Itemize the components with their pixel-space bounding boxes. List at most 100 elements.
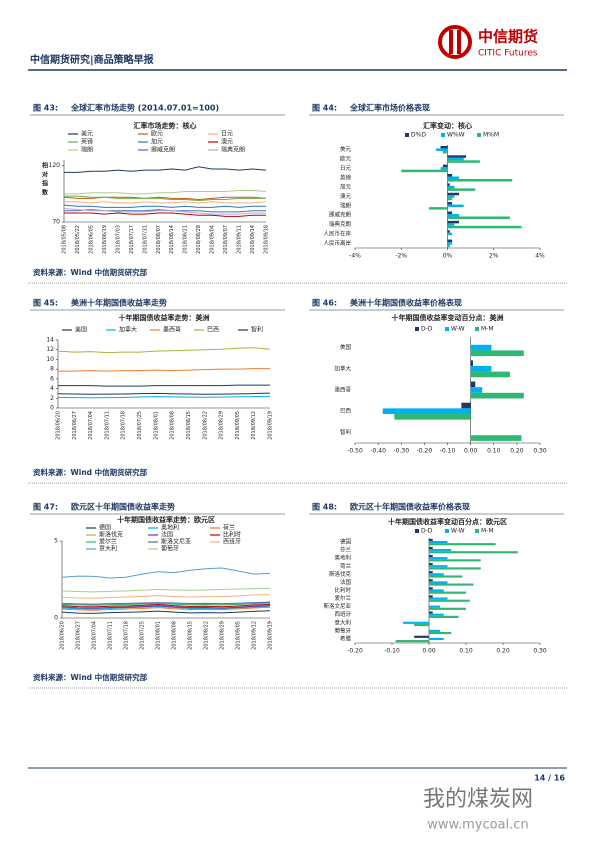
legend-swatch bbox=[445, 529, 449, 533]
legend-label: W-W bbox=[451, 528, 465, 535]
legend-swatch bbox=[441, 133, 445, 137]
y-tick-label: 爱尔兰 bbox=[334, 594, 351, 602]
legend-label: 欧元 bbox=[151, 130, 163, 138]
x-tick-label: 2018/08/21 bbox=[183, 225, 189, 254]
chart-title: 汇率变动：核心 bbox=[423, 121, 472, 130]
series-line bbox=[58, 368, 270, 372]
bar bbox=[414, 635, 429, 638]
series-line bbox=[61, 587, 271, 593]
x-tick-label: 2018/08/29 bbox=[219, 411, 225, 440]
legend-label: D-D bbox=[421, 528, 433, 535]
series-line bbox=[61, 603, 271, 608]
y-tick-label: 人民币离岸 bbox=[323, 239, 351, 247]
chart-title: 汇率市场走势：核心 bbox=[134, 121, 197, 130]
figure-caption: 美洲十年期国债收益率价格表现 bbox=[350, 298, 462, 308]
bar bbox=[429, 575, 463, 578]
legend-label: W%W bbox=[447, 132, 465, 139]
x-tick-label: 2018/06/27 bbox=[72, 411, 78, 440]
x-tick-label: 2018/09/12 bbox=[252, 621, 258, 650]
y-tick-label: 墨西哥 bbox=[334, 387, 351, 394]
bar bbox=[429, 571, 433, 574]
bar bbox=[447, 185, 455, 189]
x-tick-label: 2018/08/08 bbox=[170, 411, 176, 440]
x-tick-label: 2% bbox=[489, 253, 499, 260]
series-line bbox=[61, 610, 271, 614]
x-tick-label: 2018/07/18 bbox=[124, 621, 130, 650]
legend-label: 美国 bbox=[75, 326, 87, 334]
bar bbox=[461, 402, 471, 409]
series-line bbox=[63, 207, 266, 215]
bar bbox=[429, 599, 470, 602]
y-tick-label: 德国 bbox=[340, 538, 352, 546]
bar bbox=[429, 557, 448, 560]
bar bbox=[429, 565, 448, 568]
series-line bbox=[64, 166, 267, 173]
y-tick-label: 巴西 bbox=[340, 408, 352, 415]
series-line bbox=[57, 347, 271, 354]
x-tick-label: -2% bbox=[395, 253, 407, 260]
y-tick-label: 12 bbox=[46, 346, 54, 353]
bar bbox=[447, 220, 460, 224]
y-tick-label: 4 bbox=[50, 385, 54, 392]
x-tick-label: 2018/09/18 bbox=[264, 225, 270, 254]
legend-label: D-D bbox=[421, 326, 433, 333]
bar bbox=[470, 371, 510, 378]
y-tick-label: 荷兰 bbox=[340, 562, 352, 570]
series-line bbox=[58, 384, 270, 387]
legend-label: M-M bbox=[481, 326, 494, 333]
legend-label: 瑞典克朗 bbox=[221, 146, 245, 154]
legend-label: 加拿大 bbox=[119, 326, 137, 334]
legend-label: D%D bbox=[411, 132, 426, 139]
legend-label: 奥地利 bbox=[161, 524, 179, 532]
legend-label: 荷兰 bbox=[223, 524, 235, 532]
bar bbox=[429, 581, 448, 584]
bar bbox=[429, 607, 466, 610]
y-tick-label: 0 bbox=[50, 405, 54, 412]
series-line bbox=[63, 196, 267, 200]
legend-label: 英镑 bbox=[81, 138, 93, 146]
source: 资料来源：Wind 中信期货研究部 bbox=[33, 672, 148, 682]
x-tick-label: -0.40 bbox=[370, 448, 386, 455]
y-tick-label: 8 bbox=[50, 366, 54, 373]
y-tick-label: 加元 bbox=[340, 183, 352, 191]
legend-label: 挪威克朗 bbox=[151, 146, 175, 154]
legend-label: 法国 bbox=[161, 531, 173, 539]
bar bbox=[447, 202, 453, 205]
bar bbox=[394, 414, 471, 420]
legend-label: 墨西哥 bbox=[163, 327, 181, 334]
x-tick-label: 2018/08/15 bbox=[186, 411, 192, 440]
figure-number: 图 45: bbox=[33, 299, 58, 308]
bar bbox=[401, 169, 448, 173]
source: 资料来源：Wind 中信期货研究部 bbox=[33, 467, 148, 477]
x-tick-label: 2018/07/31 bbox=[142, 225, 148, 254]
y-tick-label: 葡萄牙 bbox=[334, 626, 351, 634]
figure-caption: 欧元区十年期国债收益率走势 bbox=[71, 502, 175, 512]
series-line bbox=[57, 395, 271, 399]
legend-label: 比利时 bbox=[223, 531, 241, 539]
bar bbox=[414, 623, 429, 627]
bar bbox=[429, 629, 441, 632]
x-tick-label: 2018/09/04 bbox=[210, 225, 216, 254]
y-tick-label: 芬兰 bbox=[340, 546, 352, 554]
x-tick-label: 0.20 bbox=[496, 648, 510, 655]
y-tick-label: 美元 bbox=[340, 145, 352, 153]
y-tick-label: 意大利 bbox=[334, 618, 351, 626]
legend-label: 瑞朗 bbox=[81, 146, 93, 154]
y-tick-label: 比利时 bbox=[334, 586, 351, 594]
bar bbox=[429, 591, 466, 594]
bar bbox=[470, 381, 476, 388]
x-tick-label: 0.30 bbox=[533, 648, 547, 655]
bar bbox=[470, 392, 524, 399]
x-tick-label: -0.20 bbox=[347, 648, 363, 655]
x-tick-label: 2018/09/19 bbox=[268, 411, 274, 440]
bar bbox=[447, 223, 455, 226]
bar bbox=[447, 225, 522, 229]
bar bbox=[403, 621, 429, 624]
x-tick-label: 2018/08/29 bbox=[220, 621, 226, 650]
legend-label: 巴西 bbox=[207, 327, 219, 334]
bar bbox=[470, 435, 522, 441]
x-tick-label: 2018/09/19 bbox=[268, 621, 274, 650]
bar bbox=[429, 551, 518, 554]
legend-label: M%M bbox=[483, 132, 499, 139]
x-tick-label: 2018/06/20 bbox=[60, 621, 66, 650]
